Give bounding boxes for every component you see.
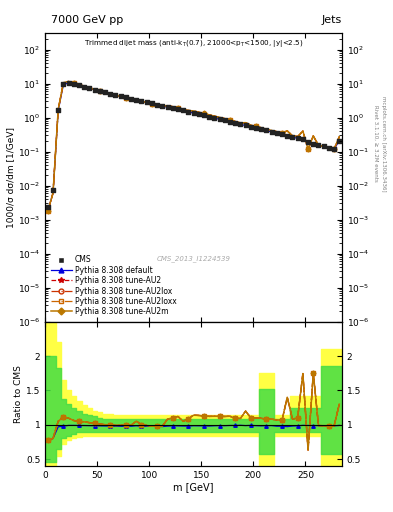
CMS — [133, 96, 140, 104]
CMS — [253, 124, 259, 132]
CMS — [258, 125, 264, 133]
CMS — [143, 98, 150, 106]
CMS — [55, 106, 61, 114]
Legend: CMS, Pythia 8.308 default, Pythia 8.308 tune-AU2, Pythia 8.308 tune-AU2lox, Pyth: CMS, Pythia 8.308 default, Pythia 8.308 … — [49, 254, 178, 318]
Text: CMS_2013_I1224539: CMS_2013_I1224539 — [156, 255, 231, 262]
CMS — [86, 84, 93, 92]
CMS — [268, 127, 275, 136]
CMS — [81, 82, 87, 91]
CMS — [107, 90, 114, 98]
CMS — [217, 115, 223, 123]
CMS — [185, 108, 191, 116]
CMS — [66, 79, 72, 87]
Y-axis label: 1000/σ dσ/dm [1/GeV]: 1000/σ dσ/dm [1/GeV] — [6, 127, 15, 228]
CMS — [227, 118, 233, 126]
CMS — [237, 120, 244, 128]
CMS — [50, 186, 56, 194]
CMS — [196, 110, 202, 118]
CMS — [315, 141, 321, 149]
CMS — [76, 81, 82, 90]
Text: Jets: Jets — [321, 14, 342, 25]
CMS — [180, 106, 186, 115]
CMS — [242, 121, 249, 130]
CMS — [305, 138, 311, 146]
CMS — [201, 111, 207, 119]
CMS — [60, 80, 66, 89]
CMS — [232, 119, 238, 127]
CMS — [279, 130, 285, 138]
CMS — [222, 116, 228, 124]
Text: Rivet 3.1.10, ≥ 3.2M events: Rivet 3.1.10, ≥ 3.2M events — [374, 105, 378, 182]
CMS — [248, 122, 254, 131]
Y-axis label: Ratio to CMS: Ratio to CMS — [14, 365, 23, 423]
Text: 7000 GeV pp: 7000 GeV pp — [51, 14, 123, 25]
CMS — [321, 142, 327, 150]
CMS — [175, 105, 181, 113]
CMS — [102, 88, 108, 96]
CMS — [118, 92, 124, 100]
CMS — [138, 97, 145, 105]
CMS — [284, 132, 290, 140]
CMS — [123, 93, 129, 101]
CMS — [191, 109, 197, 117]
CMS — [128, 95, 134, 103]
Text: mcplots.cern.ch [arXiv:1306.3436]: mcplots.cern.ch [arXiv:1306.3436] — [381, 96, 386, 191]
CMS — [263, 126, 270, 135]
CMS — [274, 129, 280, 137]
CMS — [310, 140, 316, 148]
CMS — [211, 114, 217, 122]
CMS — [92, 86, 98, 94]
CMS — [112, 91, 119, 99]
CMS — [154, 100, 160, 109]
X-axis label: m [GeV]: m [GeV] — [173, 482, 214, 493]
CMS — [294, 134, 301, 142]
CMS — [326, 143, 332, 152]
CMS — [300, 135, 306, 143]
CMS — [170, 104, 176, 112]
CMS — [71, 80, 77, 88]
CMS — [97, 87, 103, 95]
CMS — [289, 133, 296, 141]
CMS — [164, 103, 171, 111]
CMS — [45, 203, 51, 211]
Text: Trimmed dijet mass (anti-k$_\mathregular{T}$(0.7), 21000<p$_\mathregular{T}$<150: Trimmed dijet mass (anti-k$_\mathregular… — [84, 37, 303, 49]
CMS — [336, 137, 342, 145]
CMS — [206, 113, 212, 121]
CMS — [331, 145, 337, 153]
CMS — [159, 101, 165, 110]
CMS — [149, 99, 155, 108]
